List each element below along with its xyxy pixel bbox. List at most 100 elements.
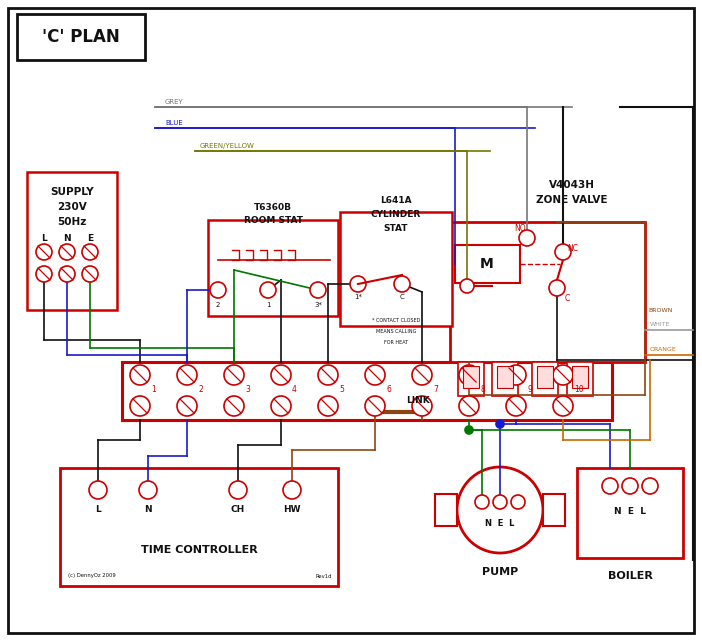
Bar bbox=[497, 366, 513, 388]
Text: 10: 10 bbox=[574, 385, 583, 394]
Text: 3*: 3* bbox=[314, 302, 322, 308]
Bar bbox=[17, 14, 145, 60]
Text: BLUE: BLUE bbox=[165, 120, 183, 126]
Text: ORANGE: ORANGE bbox=[650, 347, 677, 351]
Circle shape bbox=[642, 478, 658, 494]
Circle shape bbox=[224, 365, 244, 385]
Text: 8: 8 bbox=[480, 385, 485, 394]
Circle shape bbox=[553, 396, 573, 416]
Text: N  E  L: N E L bbox=[614, 508, 646, 517]
Circle shape bbox=[412, 396, 432, 416]
Circle shape bbox=[459, 396, 479, 416]
Circle shape bbox=[271, 365, 291, 385]
Circle shape bbox=[506, 365, 526, 385]
Circle shape bbox=[224, 396, 244, 416]
Text: SUPPLY: SUPPLY bbox=[50, 187, 94, 197]
Circle shape bbox=[465, 426, 473, 434]
Circle shape bbox=[318, 396, 338, 416]
Text: BROWN: BROWN bbox=[648, 308, 673, 313]
Circle shape bbox=[36, 266, 52, 282]
Circle shape bbox=[412, 365, 432, 385]
Text: BOILER: BOILER bbox=[607, 571, 652, 581]
Circle shape bbox=[511, 495, 525, 509]
Circle shape bbox=[622, 478, 638, 494]
Bar bbox=[532, 362, 558, 396]
Text: 5: 5 bbox=[339, 385, 344, 394]
Text: CYLINDER: CYLINDER bbox=[371, 210, 421, 219]
Circle shape bbox=[460, 279, 474, 293]
Text: ZONE VALVE: ZONE VALVE bbox=[536, 195, 608, 205]
Circle shape bbox=[555, 244, 571, 260]
Circle shape bbox=[82, 266, 98, 282]
Text: 1: 1 bbox=[151, 385, 156, 394]
Circle shape bbox=[130, 396, 150, 416]
Circle shape bbox=[365, 365, 385, 385]
Circle shape bbox=[493, 495, 507, 509]
Bar bbox=[458, 362, 484, 396]
Bar bbox=[340, 212, 452, 326]
Circle shape bbox=[229, 481, 247, 499]
Text: CH: CH bbox=[231, 506, 245, 515]
Circle shape bbox=[506, 396, 526, 416]
Text: NO: NO bbox=[514, 224, 526, 233]
Bar bbox=[543, 494, 565, 526]
Circle shape bbox=[59, 244, 75, 260]
Text: PUMP: PUMP bbox=[482, 567, 518, 577]
Text: C: C bbox=[564, 294, 569, 303]
Text: MEANS CALLING: MEANS CALLING bbox=[376, 328, 416, 333]
Circle shape bbox=[283, 481, 301, 499]
Circle shape bbox=[139, 481, 157, 499]
Circle shape bbox=[89, 481, 107, 499]
Text: Rev1d: Rev1d bbox=[315, 574, 332, 578]
Text: 4: 4 bbox=[292, 385, 297, 394]
Circle shape bbox=[59, 266, 75, 282]
Circle shape bbox=[318, 365, 338, 385]
Circle shape bbox=[475, 495, 489, 509]
Bar bbox=[455, 245, 520, 283]
Circle shape bbox=[496, 420, 504, 428]
Text: 1*: 1* bbox=[354, 294, 362, 300]
Circle shape bbox=[310, 282, 326, 298]
Circle shape bbox=[82, 244, 98, 260]
Text: 2: 2 bbox=[198, 385, 203, 394]
Text: GREY: GREY bbox=[165, 99, 184, 105]
Circle shape bbox=[260, 282, 276, 298]
Text: M: M bbox=[480, 257, 494, 271]
Text: 7: 7 bbox=[433, 385, 438, 394]
Circle shape bbox=[365, 396, 385, 416]
Text: 'C' PLAN: 'C' PLAN bbox=[42, 28, 120, 46]
Bar bbox=[208, 220, 338, 316]
Bar bbox=[492, 362, 518, 396]
Text: N: N bbox=[144, 506, 152, 515]
Circle shape bbox=[177, 396, 197, 416]
Text: T6360B: T6360B bbox=[254, 203, 292, 212]
Bar bbox=[537, 366, 553, 388]
Circle shape bbox=[394, 276, 410, 292]
Circle shape bbox=[549, 280, 565, 296]
Text: GREEN/YELLOW: GREEN/YELLOW bbox=[200, 143, 255, 149]
Circle shape bbox=[457, 467, 543, 553]
Bar bbox=[572, 366, 588, 388]
Text: 1: 1 bbox=[266, 302, 270, 308]
Text: V4043H: V4043H bbox=[549, 180, 595, 190]
Circle shape bbox=[459, 365, 479, 385]
Circle shape bbox=[519, 230, 535, 246]
Text: L641A: L641A bbox=[380, 196, 412, 204]
Text: N: N bbox=[63, 233, 71, 242]
Text: (c) DennyOz 2009: (c) DennyOz 2009 bbox=[68, 574, 116, 578]
Text: ROOM STAT: ROOM STAT bbox=[244, 215, 303, 224]
Text: WHITE: WHITE bbox=[650, 322, 670, 326]
Bar bbox=[122, 362, 612, 420]
Text: 6: 6 bbox=[386, 385, 391, 394]
Text: TIME CONTROLLER: TIME CONTROLLER bbox=[140, 545, 258, 555]
Circle shape bbox=[350, 276, 366, 292]
Circle shape bbox=[602, 478, 618, 494]
Text: 2: 2 bbox=[216, 302, 220, 308]
Circle shape bbox=[36, 244, 52, 260]
Circle shape bbox=[210, 282, 226, 298]
Text: L: L bbox=[41, 233, 47, 242]
Bar bbox=[435, 494, 457, 526]
Text: L: L bbox=[95, 506, 101, 515]
Text: NC: NC bbox=[567, 244, 578, 253]
Text: 230V: 230V bbox=[57, 202, 87, 212]
